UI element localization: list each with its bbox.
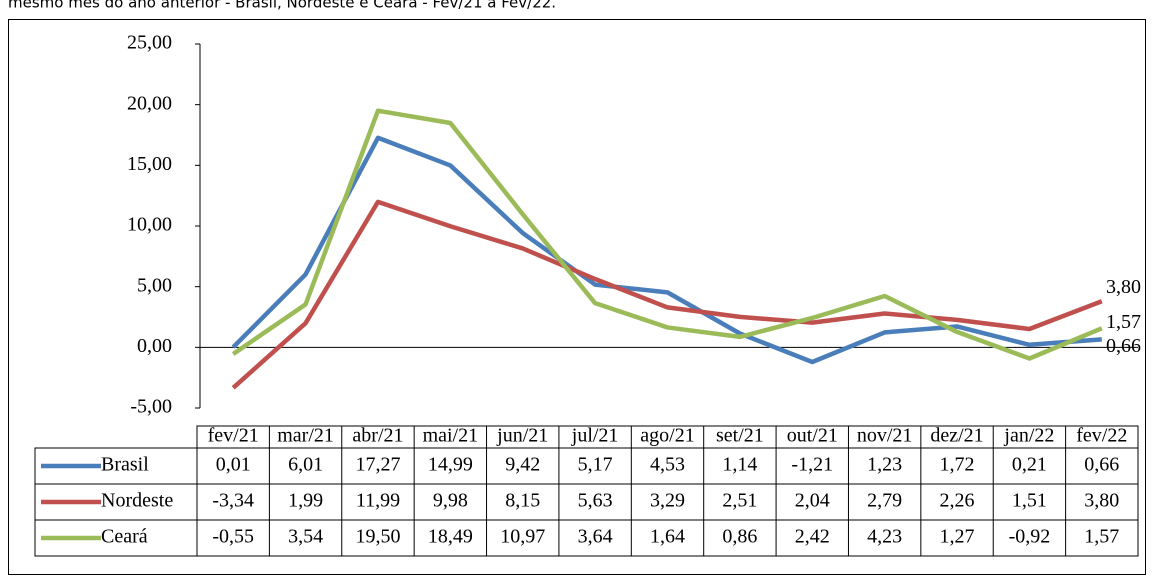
table-value: 9,42 [505, 454, 540, 476]
table-value: 19,50 [355, 526, 400, 548]
table-value: 11,99 [356, 490, 400, 512]
table-value: 1,72 [940, 454, 975, 476]
table-value: 2,42 [795, 526, 830, 548]
table-value: 8,15 [505, 490, 540, 512]
table-value: 4,53 [650, 454, 685, 476]
table-value: -1,21 [791, 454, 833, 476]
table-value: 2,26 [940, 490, 975, 512]
table-value: 0,86 [722, 526, 757, 548]
table-value: 1,64 [650, 526, 685, 548]
table-value: 0,01 [216, 454, 251, 476]
y-tick-label: 10,00 [127, 214, 172, 236]
y-tick-label: 20,00 [127, 92, 172, 114]
table-value: 5,63 [578, 490, 613, 512]
table-value: 4,23 [867, 526, 902, 548]
end-label: 1,57 [1106, 311, 1141, 333]
table-value: 1,99 [288, 490, 323, 512]
table-value: 18,49 [428, 526, 473, 548]
x-tick-label: out/21 [787, 425, 838, 447]
legend-label: Brasil [101, 454, 149, 476]
x-tick-label: fev/22 [1076, 425, 1127, 447]
table-value: -0,92 [1009, 526, 1051, 548]
table-value: 3,29 [650, 490, 685, 512]
table-value: 3,80 [1084, 490, 1119, 512]
table-value: 2,79 [867, 490, 902, 512]
table-value: 9,98 [433, 490, 468, 512]
table-value: 2,51 [722, 490, 757, 512]
table-value: 1,14 [722, 454, 757, 476]
x-tick-label: mai/21 [423, 425, 479, 447]
table-value: 14,99 [428, 454, 473, 476]
y-tick-label: 5,00 [137, 274, 172, 296]
legend-label: Ceará [101, 526, 148, 548]
table-value: 6,01 [288, 454, 323, 476]
table-value: 5,17 [578, 454, 613, 476]
table-value: 0,21 [1012, 454, 1047, 476]
table-value: 3,64 [578, 526, 613, 548]
end-label: 3,80 [1106, 276, 1141, 298]
x-tick-label: jun/21 [496, 425, 548, 447]
x-tick-label: dez/21 [930, 425, 983, 447]
x-tick-label: jul/21 [571, 425, 619, 447]
y-tick-label: 15,00 [127, 153, 172, 175]
x-tick-label: mar/21 [277, 425, 334, 447]
x-tick-label: fev/21 [208, 425, 259, 447]
table-value: 0,66 [1084, 454, 1119, 476]
table-value: 17,27 [355, 454, 400, 476]
table-value: 1,57 [1084, 526, 1119, 548]
table-value: -3,34 [212, 490, 254, 512]
series-line [231, 135, 1102, 365]
chart-title: mesmo mês do ano anterior - Brasil, Nord… [8, 0, 556, 12]
table-value: 1,23 [867, 454, 902, 476]
x-tick-label: nov/21 [857, 425, 913, 447]
end-label: 0,66 [1106, 335, 1141, 357]
x-tick-label: abr/21 [352, 425, 403, 447]
x-tick-label: jan/22 [1003, 425, 1054, 447]
y-tick-label: 25,00 [127, 32, 172, 54]
chart-border [8, 19, 1146, 575]
table-value: 1,27 [940, 526, 975, 548]
table-value: -0,55 [212, 526, 254, 548]
y-tick-label: -5,00 [130, 396, 172, 418]
x-tick-label: set/21 [716, 425, 764, 447]
x-tick-label: ago/21 [640, 425, 694, 447]
y-tick-label: 0,00 [137, 335, 172, 357]
legend-label: Nordeste [101, 490, 173, 512]
series-line [231, 108, 1103, 361]
table-value: 3,54 [288, 526, 323, 548]
series-line [231, 199, 1103, 390]
table-value: 10,97 [500, 526, 545, 548]
table-value: 1,51 [1012, 490, 1047, 512]
table-value: 2,04 [795, 490, 830, 512]
